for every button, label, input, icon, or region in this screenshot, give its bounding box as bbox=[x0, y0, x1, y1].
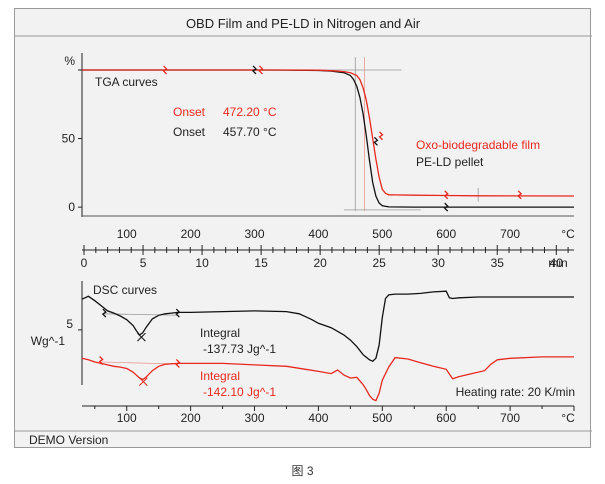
tga-marker bbox=[373, 136, 379, 146]
dsc-series-pe-ld bbox=[81, 290, 574, 362]
tga-marker bbox=[443, 202, 449, 212]
temp-tick-label-upper: 600 bbox=[436, 227, 456, 241]
temp-tick-label-upper: 700 bbox=[500, 227, 520, 241]
tga-marker bbox=[258, 65, 264, 75]
dsc-marker bbox=[101, 308, 107, 318]
demo-version-label: DEMO Version bbox=[29, 433, 108, 447]
legend-oxo-film: Oxo-biodegradable film bbox=[416, 138, 540, 152]
dsc-marker bbox=[175, 308, 181, 318]
temp-axis-label-upper: °C bbox=[561, 227, 575, 241]
chart-frame: OBD Film and PE-LD in Nitrogen and Air% 0… bbox=[14, 8, 592, 448]
chart-svg: OBD Film and PE-LD in Nitrogen and Air% 0… bbox=[15, 16, 592, 447]
temp-tick-label-upper: 100 bbox=[117, 227, 137, 241]
temp-tick-label-upper: 300 bbox=[245, 227, 265, 241]
dsc-ytick-label: 5 bbox=[66, 317, 73, 331]
temp-tick-label-lower: 700 bbox=[500, 411, 520, 425]
temp-tick-label-upper: 400 bbox=[308, 227, 328, 241]
figure-caption: 图 3 bbox=[291, 464, 314, 478]
temp-tick-label-upper: 500 bbox=[372, 227, 392, 241]
heating-rate-label: Heating rate: 20 K/min bbox=[456, 385, 575, 399]
tga-marker bbox=[251, 65, 258, 75]
dsc-ylabel: Wg^-1 bbox=[31, 334, 66, 348]
legend-pe-ld: PE-LD pellet bbox=[416, 155, 484, 169]
onset-black-label: Onset bbox=[173, 125, 206, 139]
temp-tick-label-upper: 200 bbox=[181, 227, 201, 241]
integral-black-value: -137.73 Jg^-1 bbox=[203, 342, 276, 356]
tga-panel-label: TGA curves bbox=[95, 75, 158, 89]
tga-marker bbox=[162, 65, 168, 75]
dsc-panel-label: DSC curves bbox=[93, 283, 157, 297]
time-tick-label: 10 bbox=[195, 256, 209, 270]
tga-ylabel: % bbox=[64, 54, 75, 68]
time-tick-label: 20 bbox=[313, 256, 327, 270]
onset-red-value: 472.20 °C bbox=[223, 105, 277, 119]
integral-black-label: Integral bbox=[200, 326, 240, 340]
tga-marker bbox=[378, 131, 384, 141]
dsc-series-oxo-film bbox=[81, 356, 574, 402]
tga-series-oxo-film bbox=[82, 69, 575, 197]
time-tick-label: 5 bbox=[140, 256, 147, 270]
tga-ytick-label: 50 bbox=[62, 132, 76, 146]
time-tick-label: 25 bbox=[373, 256, 387, 270]
tga-marker bbox=[517, 190, 523, 200]
integral-red-label: Integral bbox=[200, 369, 240, 383]
temp-tick-label-lower: 400 bbox=[308, 411, 328, 425]
temp-tick-label-lower: 200 bbox=[181, 411, 201, 425]
time-tick-label: 40 bbox=[550, 256, 564, 270]
temp-tick-label-lower: 300 bbox=[245, 411, 265, 425]
temp-tick-label-lower: 600 bbox=[436, 411, 456, 425]
temp-tick-label-lower: 100 bbox=[117, 411, 137, 425]
time-axis-label: min bbox=[548, 256, 567, 270]
onset-red-label: Onset bbox=[173, 105, 206, 119]
tga-marker bbox=[443, 190, 449, 200]
chart-title: OBD Film and PE-LD in Nitrogen and Air bbox=[186, 16, 421, 31]
tga-ytick-label: 0 bbox=[68, 200, 75, 214]
time-tick-label: 30 bbox=[432, 256, 446, 270]
integral-red-value: -142.10 Jg^-1 bbox=[203, 385, 276, 399]
onset-black-value: 457.70 °C bbox=[223, 125, 277, 139]
temp-tick-label-lower: 500 bbox=[372, 411, 392, 425]
time-tick-label: 0 bbox=[81, 256, 88, 270]
time-tick-label: 35 bbox=[491, 256, 505, 270]
time-tick-label: 15 bbox=[254, 256, 268, 270]
temp-axis-label-lower: °C bbox=[561, 411, 575, 425]
